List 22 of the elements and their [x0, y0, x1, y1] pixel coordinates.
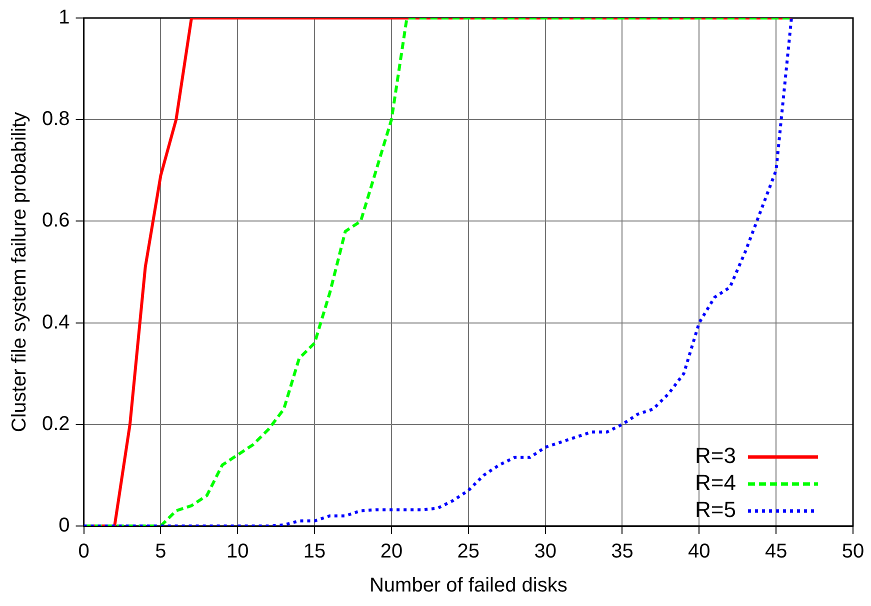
y-axis-title: Cluster file system failure probability	[8, 112, 31, 432]
x-tick-label: 0	[78, 540, 90, 563]
y-tick-label: 0	[58, 514, 70, 537]
x-tick-label: 50	[842, 540, 864, 563]
x-tick-label: 10	[226, 540, 249, 563]
x-tick-label: 45	[764, 540, 788, 563]
x-tick-label: 35	[611, 540, 634, 563]
x-tick-label: 30	[534, 540, 556, 563]
y-tick-label: 0.6	[42, 210, 70, 232]
legend-label: R=3	[695, 443, 736, 468]
x-tick-label: 40	[688, 540, 710, 563]
x-tick-label: 25	[457, 540, 480, 563]
legend-label: R=4	[695, 470, 736, 496]
x-tick-label: 15	[303, 540, 326, 563]
y-tick-label: 0.2	[42, 412, 70, 435]
legend-label: R=5	[695, 497, 736, 522]
y-tick-label: 0.8	[42, 108, 70, 130]
y-tick-label: 1	[58, 6, 70, 29]
y-tick-label: 0.4	[42, 311, 70, 334]
x-tick-label: 20	[380, 540, 403, 563]
x-axis-title: Number of failed disks	[369, 574, 568, 597]
x-tick-label: 5	[155, 540, 166, 563]
